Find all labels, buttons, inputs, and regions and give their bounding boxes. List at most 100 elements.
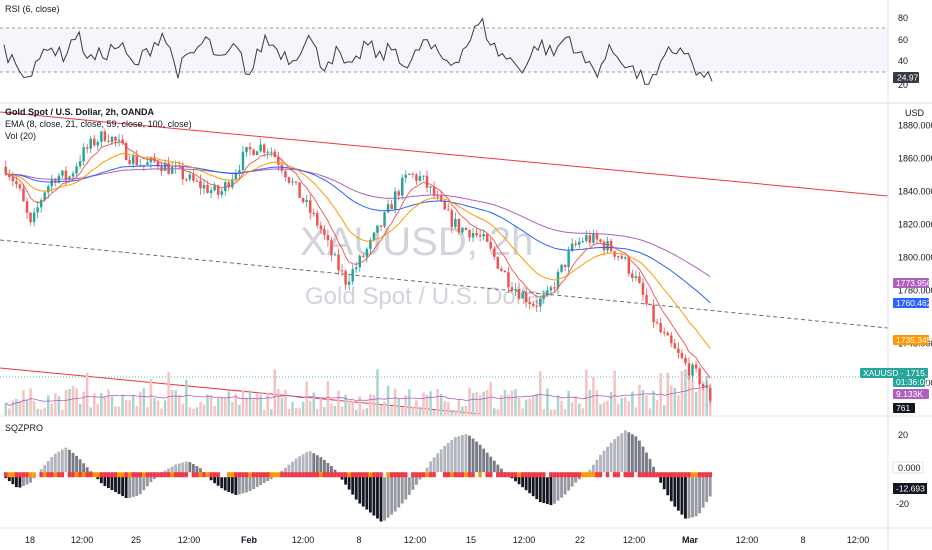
price-scale[interactable]: 80 60 40 20 24.97 USD 1880.0001860.00018… [860, 0, 932, 550]
volume-bar [602, 402, 606, 416]
rsi-last-tag [893, 72, 919, 83]
sqz-bar [492, 460, 496, 475]
volume-bar [89, 407, 92, 416]
sqz-bar [549, 474, 553, 506]
sqz-dot [545, 472, 550, 478]
candle-body [539, 298, 542, 307]
sqz-dot [400, 472, 405, 478]
volume-bar [549, 409, 553, 416]
sqz-bar [645, 452, 648, 475]
sqz-dot [276, 472, 281, 478]
sqz-dot [655, 472, 659, 478]
sqz-bar [46, 461, 50, 475]
candle-body [319, 225, 323, 230]
volume-bar [114, 406, 117, 416]
sqz-dot [648, 472, 652, 478]
sqz-dot [372, 472, 376, 478]
sqz-bar [641, 446, 645, 475]
sqz-dot [612, 472, 617, 478]
volume-bar [199, 402, 202, 416]
sqz-bar [708, 474, 712, 497]
volume-bar [624, 397, 627, 416]
sqz-bar [301, 454, 305, 475]
volume-bar [652, 390, 655, 416]
sqz-bar [659, 474, 663, 483]
sqz-dot [453, 472, 458, 478]
price-pane[interactable]: XAUUSD, 2h Gold Spot / U.S. Dollar Gold … [0, 107, 889, 416]
candle-body [294, 181, 298, 183]
volume-bar [47, 395, 50, 416]
sqz-bar [11, 474, 15, 485]
volume-bar [206, 394, 209, 416]
rsi-pane[interactable]: RSI (6, close) [0, 4, 888, 85]
price-tag [893, 403, 915, 413]
candle-body [379, 225, 383, 227]
sqz-bar [358, 474, 362, 504]
rsi-line [3, 17, 713, 85]
sqz-dot [527, 472, 532, 478]
sqz-dot [85, 472, 89, 478]
sqz-dot [262, 472, 266, 478]
sqz-dot [134, 472, 139, 478]
rsi-tick: 40 [898, 56, 908, 66]
sqz-dot [244, 472, 249, 478]
volume-bar [174, 390, 177, 416]
candle-body [634, 276, 638, 279]
candle-body [408, 173, 411, 175]
ema-21-line [5, 152, 711, 349]
sqz-bar [330, 465, 333, 475]
sqz-bar [397, 474, 401, 508]
sqz-dot [131, 472, 135, 478]
candle-body [698, 368, 701, 385]
sqz-dot [297, 472, 302, 478]
volume-bar [365, 408, 369, 416]
sqz-dot [404, 472, 408, 478]
sqz-dot [319, 472, 323, 478]
sqz-dot [563, 472, 567, 478]
volume-bar [227, 391, 231, 416]
sqz-tick: -20 [896, 499, 909, 509]
volume-bar [574, 395, 577, 416]
volume-bar [146, 407, 149, 416]
price-tag-text: 9.133K [896, 389, 923, 399]
volume-bar [36, 408, 39, 416]
sqz-bar [450, 439, 454, 475]
time-axis[interactable]: 18 12:00 25 12:00 Feb 12:00 8 12:00 15 12:00 22 12:… [25, 535, 869, 545]
volume-bar [496, 409, 500, 416]
candle-body [227, 182, 231, 188]
candle-body [595, 233, 599, 240]
sqz-dot [428, 472, 433, 478]
price-tag [893, 298, 929, 308]
sqz-bar [22, 474, 25, 487]
sqz-bar [135, 474, 139, 496]
volume-bar [411, 406, 415, 416]
volume-bar [245, 397, 248, 416]
sqz-dot [32, 472, 36, 478]
sqz-bar [25, 474, 29, 485]
sqz-dot [181, 472, 185, 478]
volume-bar [528, 398, 531, 416]
sqz-dot [435, 472, 440, 478]
sqzpro-pane[interactable]: SQZPRO [4, 423, 712, 522]
volume-bar [436, 388, 439, 416]
sqz-bar [379, 474, 383, 522]
sqz-bar [60, 449, 64, 475]
candle-body [146, 162, 149, 166]
volume-bar [4, 403, 8, 416]
sqz-dot [669, 472, 674, 478]
candle-body [231, 179, 234, 188]
candle-body [213, 185, 216, 191]
candle-body [705, 386, 708, 388]
sqz-dot [524, 472, 528, 478]
volume-bar [241, 389, 245, 416]
candle-body [277, 157, 280, 165]
volume-bar [393, 388, 397, 416]
sqz-bar [174, 464, 178, 475]
sqz-dot [212, 472, 217, 478]
sqz-dot [697, 472, 702, 478]
sqz-dot [163, 472, 167, 478]
time-tick: 12:00 [736, 535, 759, 545]
sqz-bar [446, 442, 450, 475]
sqz-dot [57, 472, 61, 478]
